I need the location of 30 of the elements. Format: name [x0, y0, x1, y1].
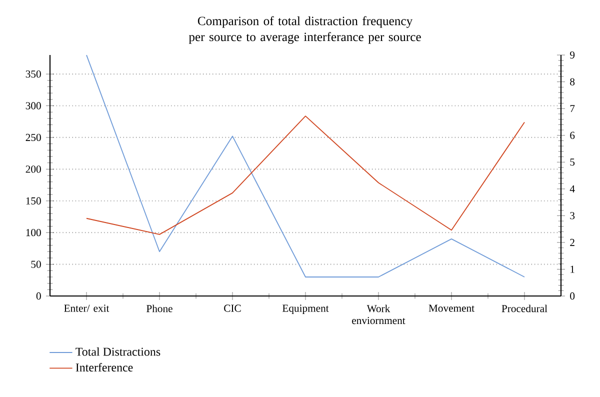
- y-tick-label: 150: [26, 197, 41, 204]
- y-tick-label: 300: [26, 102, 41, 110]
- y2-tick-label: 5: [570, 158, 575, 166]
- x-tick-label: Procedural: [502, 304, 548, 312]
- y-tick-label: 350: [26, 70, 41, 78]
- x-tick-label: Equipment: [282, 304, 329, 314]
- x-tick-label: Movement: [428, 304, 474, 312]
- y2-tick-label: 8: [570, 78, 575, 86]
- y2-tick-label: 9: [570, 51, 575, 59]
- y-tick-label: 0: [36, 292, 41, 300]
- legend-label: Interference: [76, 362, 133, 372]
- line-series: [86, 55, 525, 278]
- chart-title: Comparison of total distraction frequency per source to average interferance per source: [188, 16, 421, 44]
- y-tick-label: 50: [31, 260, 41, 268]
- y2-tick-label: 7: [570, 105, 575, 112]
- x-tick-label: Work enviornment: [352, 304, 406, 324]
- y-tick-label: 100: [26, 229, 41, 236]
- y2-tick-label: 2: [570, 238, 574, 246]
- y-tick-label: 200: [26, 166, 41, 173]
- legend-label: Total Distractions: [76, 347, 160, 356]
- y2-tick-label: 1: [570, 266, 574, 273]
- y2-tick-label: 3: [570, 212, 575, 220]
- x-tick-label: Enter/ exit: [64, 304, 110, 312]
- y2-tick-label: 6: [570, 132, 575, 139]
- line-series: [86, 116, 525, 235]
- y2-tick-label: 4: [570, 185, 575, 192]
- x-tick-label: CIC: [224, 304, 241, 312]
- x-tick-label: Phone: [146, 304, 172, 312]
- y-tick-label: 250: [26, 134, 41, 142]
- y2-tick-label: 0: [570, 292, 575, 300]
